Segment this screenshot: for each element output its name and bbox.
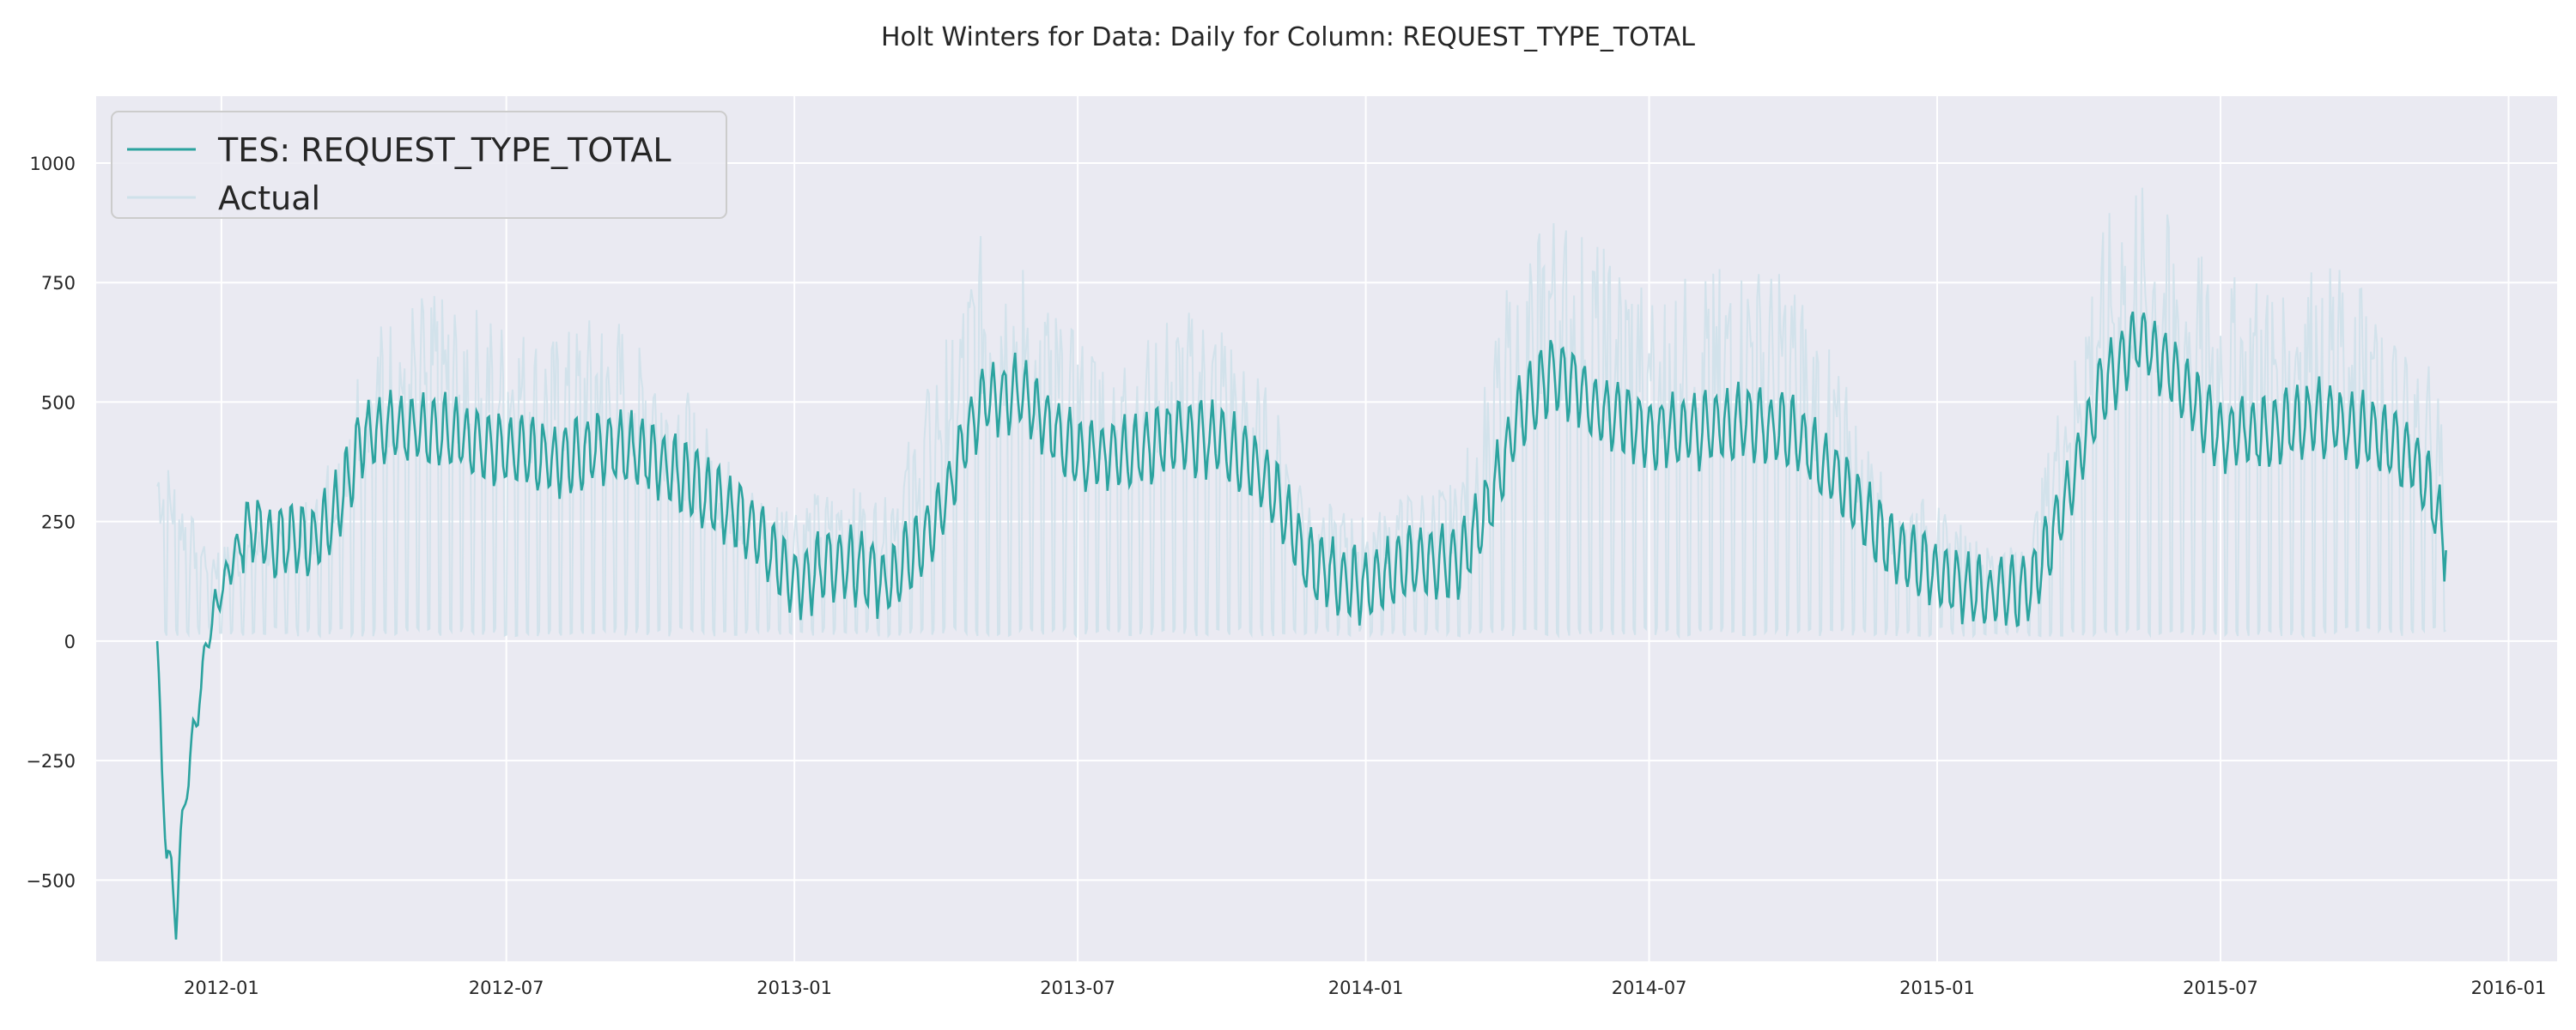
actual-series-line [156, 187, 2446, 639]
x-tick-label: 2014-01 [1328, 978, 1404, 998]
legend: TES: REQUEST_TYPE_TOTAL Actual [111, 111, 727, 219]
x-tick-label: 2012-07 [469, 978, 544, 998]
legend-label-actual: Actual [218, 179, 320, 217]
y-tick-label: 500 [41, 392, 76, 413]
y-axis-ticks: −500 −250 0 250 500 750 1000 [26, 154, 76, 891]
x-tick-label: 2015-01 [1899, 978, 1975, 998]
actual-series-layer [156, 187, 2446, 639]
plot-area [96, 96, 2557, 961]
y-tick-label: −250 [26, 751, 76, 772]
x-tick-label: 2014-07 [1612, 978, 1687, 998]
chart-title: Holt Winters for Data: Daily for Column:… [880, 22, 1695, 52]
y-tick-label: 1000 [30, 154, 76, 174]
x-tick-label: 2016-01 [2471, 978, 2547, 998]
y-tick-label: 750 [41, 273, 76, 294]
legend-box [111, 111, 727, 219]
tes-series-layer [155, 311, 2447, 940]
y-tick-label: −500 [26, 870, 76, 891]
y-tick-label: 0 [64, 632, 76, 652]
tes-series-line [155, 311, 2447, 940]
x-tick-label: 2013-01 [756, 978, 832, 998]
x-tick-label: 2013-07 [1040, 978, 1115, 998]
x-axis-ticks: 2012-01 2012-07 2013-01 2013-07 2014-01 2014-… [184, 978, 2546, 998]
legend-label-tes: TES: REQUEST_TYPE_TOTAL [217, 131, 671, 169]
x-tick-label: 2015-07 [2183, 978, 2258, 998]
y-tick-label: 250 [41, 512, 76, 533]
x-tick-label: 2012-01 [184, 978, 259, 998]
